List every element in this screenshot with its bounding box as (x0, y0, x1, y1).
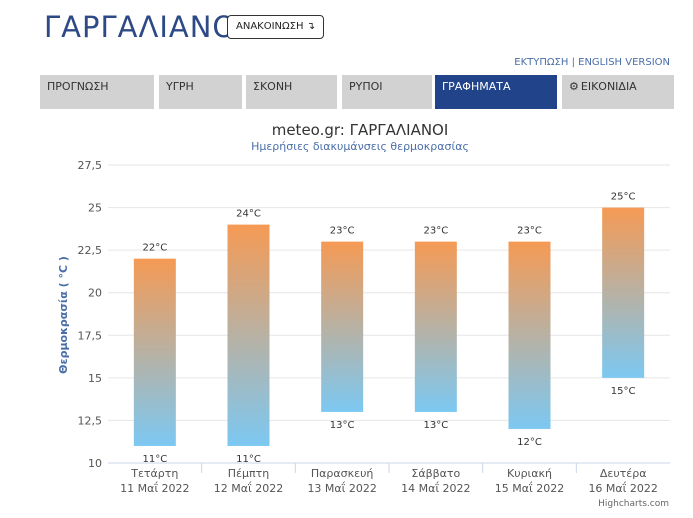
y-tick-label: 27,5 (78, 159, 103, 172)
chart-title: meteo.gr: ΓΑΡΓΑΛΙΑΝΟΙ (272, 121, 449, 139)
low-temp-label: 11°C (236, 454, 261, 465)
y-axis-title: Θερμοκρασία ( °C ) (57, 256, 70, 374)
high-temp-label: 25°C (611, 192, 636, 203)
low-temp-label: 13°C (330, 420, 355, 431)
temperature-bar[interactable] (321, 241, 364, 412)
y-tick-label: 12,5 (78, 414, 103, 427)
low-temp-label: 15°C (611, 386, 636, 397)
temperature-bar[interactable] (508, 241, 551, 429)
tab-forecast[interactable]: ΠΡΟΓΝΩΣΗ (40, 75, 154, 109)
tab-label: ΕΙΚΟΝΙΔΙΑ (580, 80, 637, 93)
x-tick-date: 12 Μαΐ 2022 (214, 481, 283, 495)
gear-icon: ⚙ (569, 80, 579, 93)
x-tick-date: 16 Μαΐ 2022 (588, 481, 657, 495)
temperature-bar[interactable] (227, 224, 270, 446)
tab-label: ΠΡΟΓΝΩΣΗ (47, 80, 109, 93)
tab-icons[interactable]: ⚙ ΕΙΚΟΝΙΔΙΑ (562, 75, 674, 109)
tab-humidity[interactable]: ΥΓΡΗ (159, 75, 242, 109)
x-tick-date: 15 Μαΐ 2022 (495, 481, 564, 495)
print-link[interactable]: ΕΚΤΥΠΩΣΗ (514, 57, 569, 68)
english-version-link[interactable]: ENGLISH VERSION (578, 57, 670, 68)
low-temp-label: 13°C (423, 420, 448, 431)
high-temp-label: 23°C (330, 226, 355, 237)
temperature-bar[interactable] (133, 258, 176, 446)
y-tick-label: 25 (88, 202, 102, 215)
low-temp-label: 12°C (517, 437, 542, 448)
tab-dust[interactable]: ΣΚΟΝΗ (246, 75, 337, 109)
tab-label: ΥΓΡΗ (166, 80, 194, 93)
x-tick-day: Κυριακή (507, 467, 552, 480)
x-tick-day: Σάββατο (411, 467, 460, 480)
arrow-down-icon: ↴ (306, 21, 316, 32)
x-tick-date: 11 Μαΐ 2022 (120, 481, 189, 495)
tab-charts[interactable]: ΓΡΑΦΗΜΑΤΑ (435, 75, 557, 109)
y-tick-label: 22,5 (78, 244, 103, 257)
x-tick-day: Παρασκευή (311, 467, 374, 480)
low-temp-label: 11°C (142, 454, 167, 465)
x-tick-day: Πέμπτη (228, 467, 269, 480)
y-tick-label: 20 (88, 287, 102, 300)
temperature-bar[interactable] (602, 207, 645, 378)
tab-label: ΣΚΟΝΗ (253, 80, 293, 93)
high-temp-label: 23°C (517, 226, 542, 237)
x-tick-date: 14 Μαΐ 2022 (401, 481, 470, 495)
high-temp-label: 24°C (236, 209, 261, 220)
announce-button[interactable]: ΑΝΑΚΟΙΝΩΣΗ ↴ (227, 15, 325, 39)
highcharts-credit[interactable]: Highcharts.com (598, 499, 669, 509)
y-tick-label: 17,5 (78, 329, 103, 342)
high-temp-label: 22°C (142, 243, 167, 254)
y-tick-label: 15 (88, 372, 102, 385)
page-title: ΓΑΡΓΑΛΙΑΝΟΙ (44, 10, 246, 44)
announce-label: ΑΝΑΚΟΙΝΩΣΗ (236, 21, 304, 32)
tab-pollutants[interactable]: ΡΥΠΟΙ (342, 75, 432, 109)
temperature-bar[interactable] (414, 241, 457, 412)
x-tick-day: Τετάρτη (130, 467, 178, 480)
chart-subtitle: Ημερήσιες διακυμάνσεις θερμοκρασίας (251, 140, 469, 153)
tab-label: ΓΡΑΦΗΜΑΤΑ (442, 80, 511, 93)
x-tick-day: Δευτέρα (600, 467, 647, 480)
high-temp-label: 23°C (423, 226, 448, 237)
top-links: ΕΚΤΥΠΩΣΗ | ENGLISH VERSION (514, 57, 670, 68)
y-tick-label: 10 (88, 457, 102, 470)
tab-label: ΡΥΠΟΙ (349, 80, 383, 93)
x-tick-date: 13 Μαΐ 2022 (307, 481, 376, 495)
link-separator: | (568, 57, 579, 68)
